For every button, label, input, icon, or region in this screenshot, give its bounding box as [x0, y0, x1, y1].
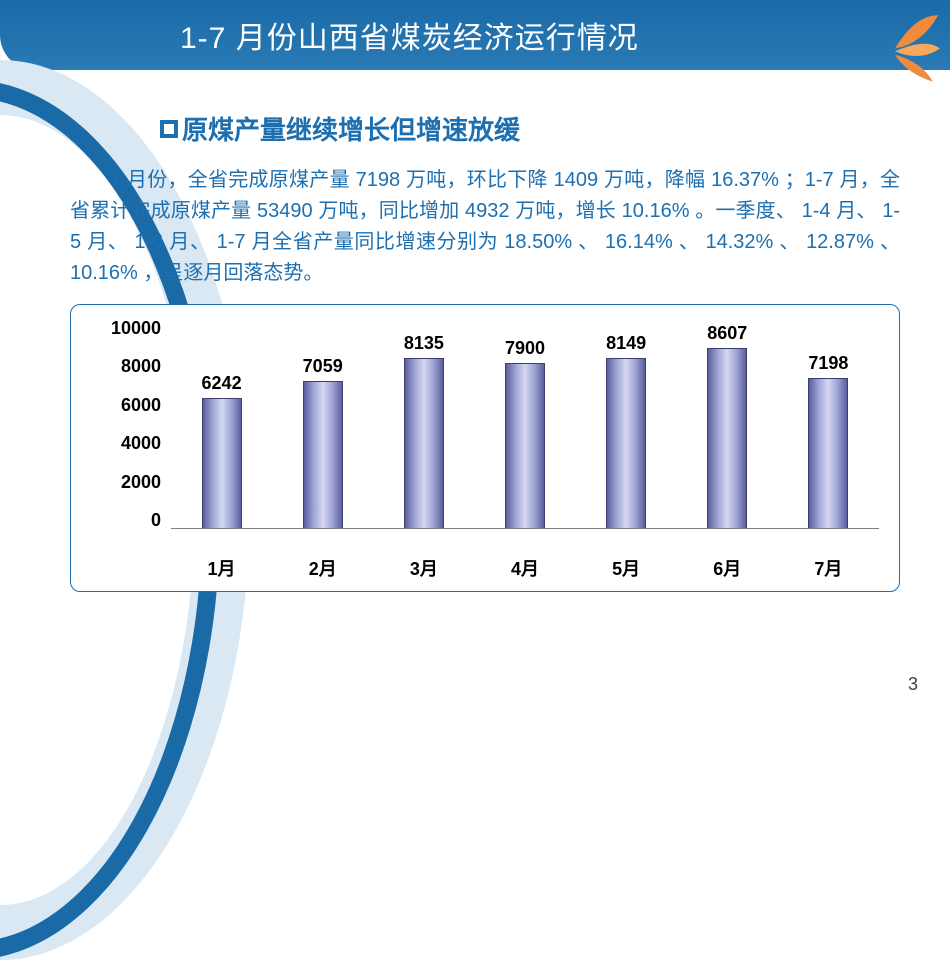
chart-bar-rect	[707, 348, 747, 529]
chart-x-label: 7月	[788, 555, 868, 581]
chart-x-label: 4月	[485, 555, 565, 581]
chart-bar-rect	[202, 398, 242, 529]
chart-x-label: 5月	[586, 555, 666, 581]
chart-y-tick: 6000	[121, 396, 161, 414]
chart-bar: 7900	[485, 338, 565, 529]
chart-y-tick: 8000	[121, 357, 161, 375]
chart-bar: 8149	[586, 333, 666, 529]
chart-bar-value: 8149	[606, 333, 646, 354]
chart-bar-value: 7059	[303, 356, 343, 377]
chart-x-label: 6月	[687, 555, 767, 581]
subtitle-bullet-icon	[160, 120, 178, 138]
chart-bar: 8607	[687, 323, 767, 529]
subtitle-text: 原煤产量继续增长但增速放缓	[182, 110, 520, 147]
chart-bar-value: 7198	[808, 353, 848, 374]
chart-bar: 6242	[182, 373, 262, 529]
page-number: 3	[908, 674, 918, 695]
chart-x-label: 1月	[182, 555, 262, 581]
content-area: 原煤产量继续增长但增速放缓 7 月份，全省完成原煤产量 7198 万吨，环比下降…	[70, 100, 910, 592]
chart-y-tick: 2000	[121, 473, 161, 491]
chart-y-tick: 10000	[111, 319, 161, 337]
chart-bar-rect	[505, 363, 545, 529]
chart-bar-value: 8607	[707, 323, 747, 344]
chart-bar: 7059	[283, 356, 363, 529]
chart-y-tick: 0	[151, 511, 161, 529]
header-band: 1-7 月份山西省煤炭经济运行情况	[0, 0, 950, 70]
chart-x-label: 3月	[384, 555, 464, 581]
chart-bar: 8135	[384, 333, 464, 529]
subtitle-line: 原煤产量继续增长但增速放缓	[160, 110, 910, 147]
coal-output-chart: 0 2000 4000 6000 8000 10000 6242 7059 8135 7900 8…	[70, 304, 900, 592]
chart-plot: 6242 7059 8135 7900 8149 8607 7198	[171, 319, 879, 529]
chart-bar-rect	[404, 358, 444, 529]
chart-bar-value: 8135	[404, 333, 444, 354]
chart-x-axis: 1月 2月 3月 4月 5月 6月 7月	[171, 549, 879, 581]
chart-y-tick: 4000	[121, 434, 161, 452]
body-paragraph: 7 月份，全省完成原煤产量 7198 万吨，环比下降 1409 万吨，降幅 16…	[70, 165, 900, 289]
leaf-decoration-icon	[850, 8, 940, 98]
chart-area: 0 2000 4000 6000 8000 10000 6242 7059 8135 7900 8…	[91, 319, 879, 549]
chart-bar-rect	[606, 358, 646, 529]
chart-y-axis: 0 2000 4000 6000 8000 10000	[91, 319, 171, 529]
chart-x-label: 2月	[283, 555, 363, 581]
chart-bars: 6242 7059 8135 7900 8149 8607 7198	[171, 319, 879, 529]
chart-bar-rect	[808, 378, 848, 529]
chart-bar-value: 7900	[505, 338, 545, 359]
chart-bar: 7198	[788, 353, 868, 529]
page-title: 1-7 月份山西省煤炭经济运行情况	[180, 13, 639, 57]
chart-bar-value: 6242	[202, 373, 242, 394]
chart-bar-rect	[303, 381, 343, 529]
chart-baseline	[171, 528, 879, 529]
